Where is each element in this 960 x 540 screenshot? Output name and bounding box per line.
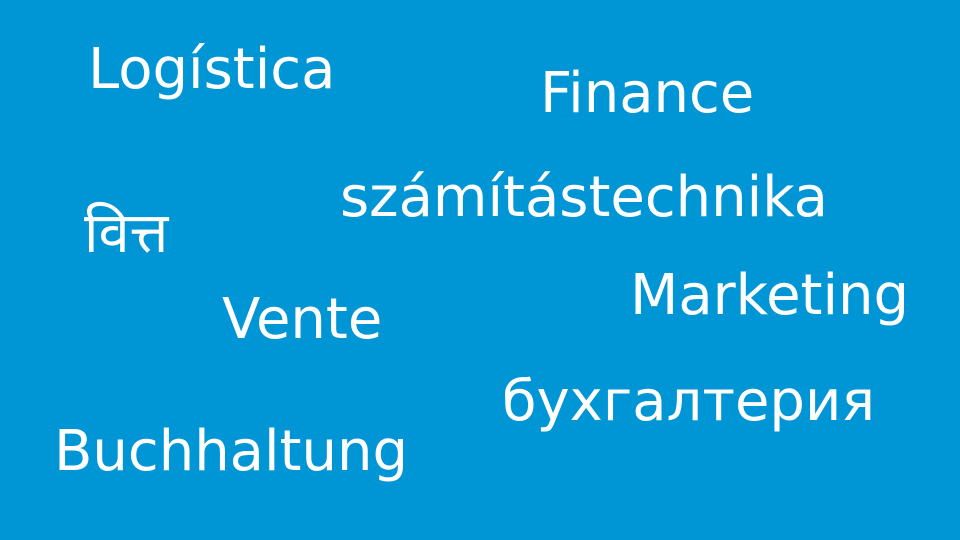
word-bukhgalteriya: бухгалтерия	[502, 369, 876, 434]
word-buchhaltung: Buchhaltung	[54, 419, 409, 484]
word-logistica: Logística	[88, 37, 336, 102]
word-vente: Vente	[222, 287, 383, 352]
word-szamitastechnika: számítástechnika	[340, 165, 828, 230]
word-finance: Finance	[540, 61, 755, 126]
word-marketing: Marketing	[630, 263, 910, 328]
word-vitt-hindi: वित्त	[84, 201, 169, 266]
